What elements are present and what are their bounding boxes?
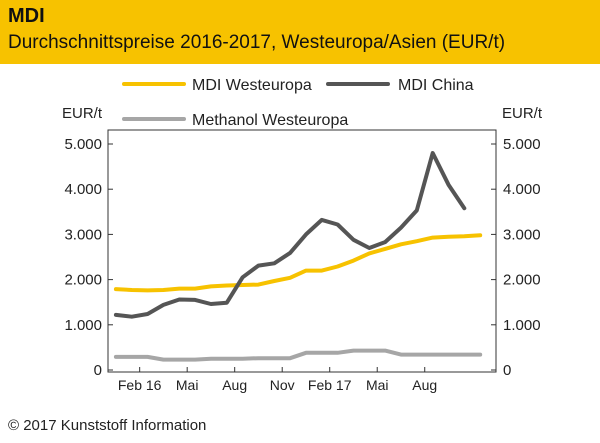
y-tick-label-right: 5.000 — [503, 136, 541, 153]
line-chart: MDI Westeuropa MDI China Methanol Westeuro… — [62, 77, 543, 393]
x-tick-label: Feb 16 — [118, 377, 162, 393]
chart-area: MDI Westeuropa MDI China Methanol Westeuro… — [0, 64, 600, 404]
y-tick-label-right: 3.000 — [503, 226, 541, 243]
plot-lines — [113, 151, 483, 362]
series-line-mdi-westeuropa — [113, 233, 483, 293]
x-tick-label: Aug — [222, 377, 247, 393]
y-tick-label-right: 0 — [503, 362, 511, 379]
x-tick-label: Aug — [412, 377, 437, 393]
legend-label-mdi-westeuropa: MDI Westeuropa — [192, 77, 312, 94]
copyright-text: © 2017 Kunststoff Information — [8, 417, 207, 434]
y-tick-label-left: 0 — [94, 362, 102, 379]
x-tick-label: Feb 17 — [308, 377, 352, 393]
y-tick-label-left: 3.000 — [64, 226, 102, 243]
x-tick-label: Nov — [270, 377, 295, 393]
y-tick-label-left: 1.000 — [64, 317, 102, 334]
legend-label-methanol-westeuropa: Methanol Westeuropa — [192, 112, 348, 129]
chart-subtitle: Durchschnittspreise 2016-2017, Westeurop… — [8, 32, 506, 53]
y-tick-label-left: 5.000 — [64, 136, 102, 153]
series-line-methanol-westeuropa — [113, 348, 483, 362]
header-bar: MDI Durchschnittspreise 2016-2017, Weste… — [0, 0, 600, 64]
y-tick-label-left: 4.000 — [64, 181, 102, 198]
y-tick-label-left: 2.000 — [64, 272, 102, 289]
axes: EUR/t EUR/t 0 0 1.000 1.000 2.000 2.000 3.000 3.0… — [62, 105, 543, 393]
x-tick-label: Mai — [176, 377, 199, 393]
y-axis-label-right: EUR/t — [502, 105, 543, 122]
legend-label-mdi-china: MDI China — [398, 77, 474, 94]
y-axis-label-left: EUR/t — [62, 105, 103, 122]
legend: MDI Westeuropa MDI China Methanol Westeuro… — [122, 77, 474, 129]
x-tick-label: Mai — [366, 377, 389, 393]
series-line-mdi-china — [113, 151, 467, 319]
y-tick-label-right: 2.000 — [503, 272, 541, 289]
y-tick-label-right: 1.000 — [503, 317, 541, 334]
plot-frame — [107, 129, 497, 373]
y-tick-label-right: 4.000 — [503, 181, 541, 198]
chart-title: MDI — [8, 5, 45, 27]
